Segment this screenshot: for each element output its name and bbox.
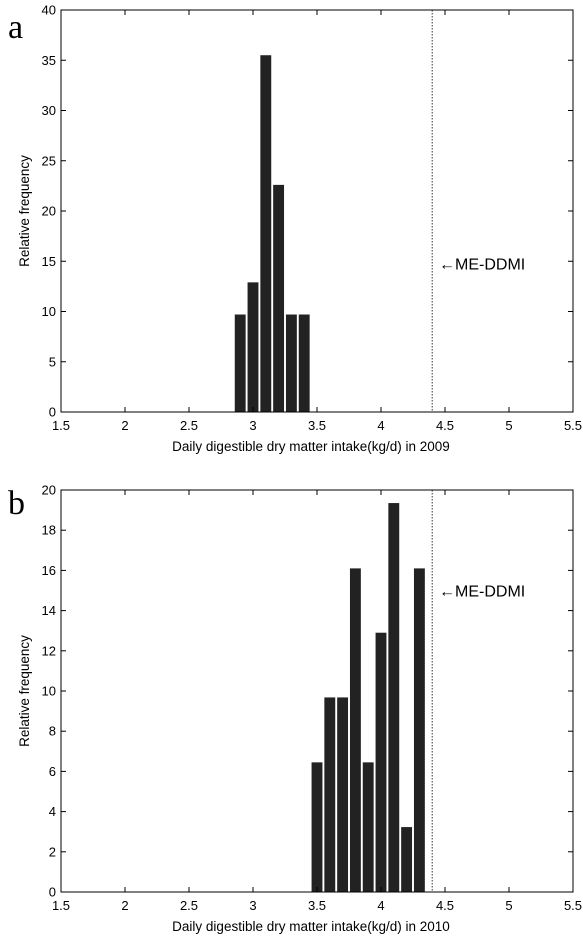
panel-b-bar-5 <box>362 762 374 892</box>
panel-a-y-axis-label: Relative frequency <box>17 155 32 267</box>
panel-a-x-tick-label-6: 4.5 <box>436 418 454 433</box>
panel-b-letter: b <box>8 485 25 522</box>
panel-b-y-tick-label-3: 6 <box>49 764 56 779</box>
panel-b-y-tick-label-8: 16 <box>42 563 56 578</box>
panel-b-y-tick-label-4: 8 <box>49 724 56 739</box>
panel-b-y-tick-label-7: 14 <box>42 603 56 618</box>
panel-a-x-tick-label-1: 2 <box>121 418 128 433</box>
panel-b-y-tick-label-0: 0 <box>49 885 56 900</box>
panel-a-x-tick-label-2: 2.5 <box>180 418 198 433</box>
panel-a-x-tick-label-3: 3 <box>249 418 256 433</box>
panel-a-annotation: ←ME-DDMI <box>439 256 525 273</box>
panel-b-bars <box>311 503 425 892</box>
panel-a-x-tick-label-8: 5.5 <box>564 418 582 433</box>
panel-a-plot-frame <box>60 9 574 413</box>
panel-a-y-tick-label-2: 10 <box>42 304 56 319</box>
panel-b-bar-1 <box>311 762 323 892</box>
panel-a-x-ticks: 1.5 2 2.5 3 3.5 4 4.5 5 5.5 <box>52 10 582 433</box>
panel-b-y-tick-label-9: 18 <box>42 523 56 538</box>
panel-a-letter: a <box>8 9 23 46</box>
panel-b-y-tick-label-2: 4 <box>49 804 56 819</box>
panel-a-bars <box>234 55 310 412</box>
panel-b-x-tick-label-2: 2.5 <box>180 898 198 913</box>
panel-b-y-ticks: 0 2 4 6 8 10 12 14 16 18 20 <box>42 483 573 900</box>
panel-a-x-axis-label: Daily digestible dry matter intake(kg/d)… <box>172 439 450 454</box>
panel-a-y-tick-label-3: 15 <box>42 254 56 269</box>
panel-b-bar-3 <box>337 697 349 892</box>
panel-a-bar-6 <box>298 314 310 412</box>
panel-b-bar-8 <box>401 827 413 892</box>
panel-b-x-tick-label-5: 4 <box>377 898 384 913</box>
panel-a-y-ticks: 0 5 10 15 20 25 30 35 40 <box>42 3 573 420</box>
panel-a-y-tick-label-0: 0 <box>49 405 56 420</box>
panel-b-bar-9 <box>413 568 425 892</box>
panel-b-x-tick-label-1: 2 <box>121 898 128 913</box>
panel-b-x-tick-label-7: 5 <box>505 898 512 913</box>
panel-b-bar-4 <box>349 568 361 892</box>
panel-a: a 1.5 2 2.5 3 3.5 4 4.5 5 5.5 0 5 10 15 20 25 30 35 40 ←… <box>8 3 582 455</box>
panel-a-bar-3 <box>260 55 272 412</box>
panel-a-y-tick-label-6: 30 <box>42 103 56 118</box>
panel-a-y-tick-label-8: 40 <box>42 3 56 18</box>
panel-b-bar-6 <box>375 632 387 892</box>
panel-a-x-tick-label-7: 5 <box>505 418 512 433</box>
panel-b-x-tick-label-8: 5.5 <box>564 898 582 913</box>
panel-b-x-tick-label-0: 1.5 <box>52 898 70 913</box>
panel-b-y-tick-label-5: 10 <box>42 684 56 699</box>
panel-a-y-tick-label-1: 5 <box>49 354 56 369</box>
panel-b-x-tick-label-6: 4.5 <box>436 898 454 913</box>
panel-a-x-tick-label-0: 1.5 <box>52 418 70 433</box>
panel-b-x-axis-label: Daily digestible dry matter intake(kg/d)… <box>172 919 450 934</box>
panel-b-y-axis-label: Relative frequency <box>17 635 32 747</box>
panel-b-x-ticks: 1.5 2 2.5 3 3.5 4 4.5 5 5.5 <box>52 490 582 913</box>
panel-a-x-tick-label-4: 3.5 <box>308 418 326 433</box>
panel-b-y-tick-label-6: 12 <box>42 643 56 658</box>
panel-a-bar-5 <box>285 314 297 412</box>
panel-b-bar-7 <box>388 503 400 892</box>
panel-b-y-tick-label-10: 20 <box>42 483 56 498</box>
panel-b-x-tick-label-4: 3.5 <box>308 898 326 913</box>
panel-a-y-tick-label-5: 25 <box>42 153 56 168</box>
panel-b-annotation: ←ME-DDMI <box>439 584 525 601</box>
panel-a-bar-1 <box>234 314 246 412</box>
panel-b-bar-2 <box>324 697 336 892</box>
panel-a-bar-4 <box>273 184 285 412</box>
panel-a-y-tick-label-7: 35 <box>42 53 56 68</box>
panel-a-x-tick-label-5: 4 <box>377 418 384 433</box>
panel-b: b 1.5 2 2.5 3 3.5 4 4.5 5 5.5 02468101214161820 … <box>8 483 582 935</box>
panel-b-x-tick-label-3: 3 <box>249 898 256 913</box>
panel-a-bar-2 <box>247 282 259 412</box>
panel-a-y-tick-label-4: 20 <box>42 204 56 219</box>
panel-b-y-tick-label-1: 2 <box>49 844 56 859</box>
